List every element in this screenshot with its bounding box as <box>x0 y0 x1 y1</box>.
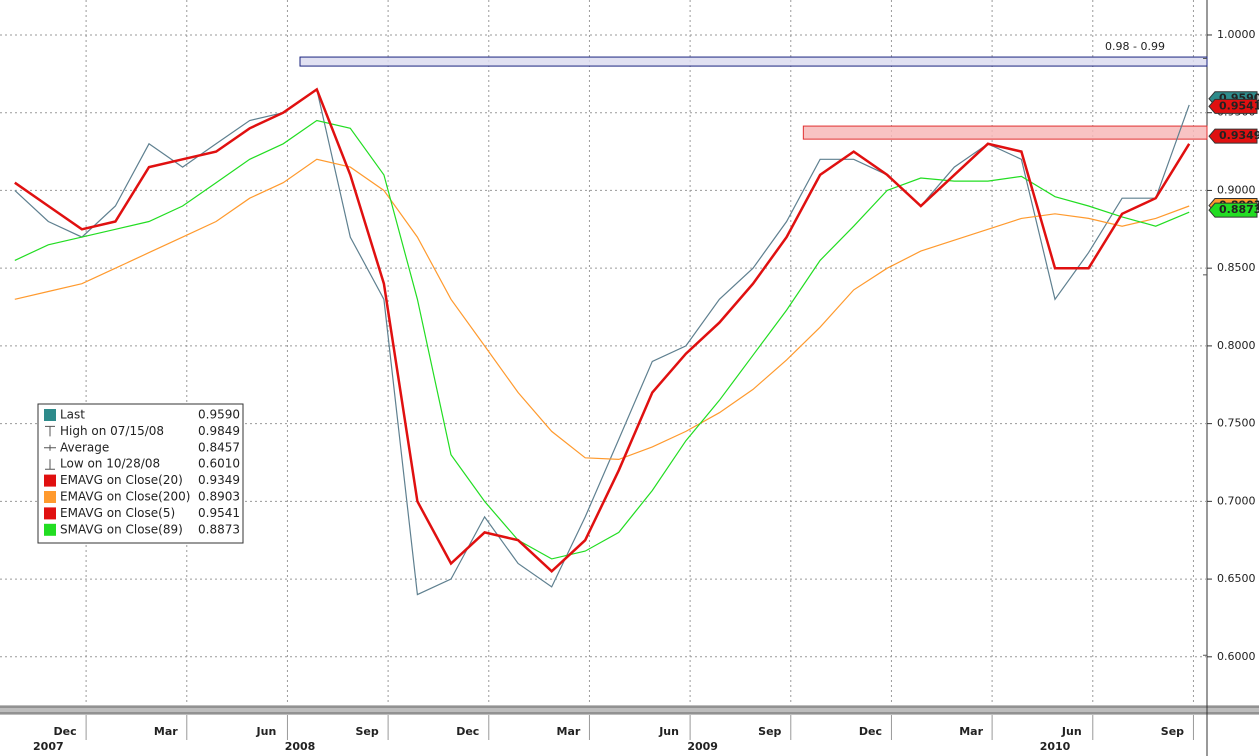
year-label: 2010 <box>1040 740 1071 753</box>
year-label: 2008 <box>285 740 316 753</box>
y-tick-label: 0.6000 <box>1217 650 1256 663</box>
x-tick-label: Jun <box>1061 725 1082 738</box>
legend-swatch <box>44 491 56 503</box>
legend-name: Average <box>60 440 109 454</box>
band-label: 0.98 - 0.99 <box>1105 40 1165 53</box>
legend-name: EMAVG on Close(200) <box>60 490 190 504</box>
legend-swatch <box>44 507 56 520</box>
year-label: 2009 <box>687 740 718 753</box>
series-line <box>14 87 1191 574</box>
y-tick-label: 0.6500 <box>1217 572 1256 585</box>
series-line <box>14 158 1190 461</box>
axis-strip <box>0 705 1259 715</box>
price-tag <box>1208 128 1258 144</box>
legend-swatch <box>44 474 56 487</box>
price-tag-label: 0.9349 <box>1219 129 1259 142</box>
legend-value: 0.9349 <box>198 473 240 487</box>
legend-box <box>37 403 244 544</box>
x-tick-label: Dec <box>456 725 479 738</box>
band <box>299 56 1208 67</box>
legend-name: Low on 10/28/08 <box>60 457 160 471</box>
x-tick-label: Sep <box>355 725 378 738</box>
x-tick-label: Dec <box>859 725 882 738</box>
y-tick-label: 0.7500 <box>1217 417 1256 430</box>
legend-value: 0.9541 <box>198 506 240 520</box>
legend-swatch <box>44 409 56 421</box>
x-tick-label: Jun <box>658 725 679 738</box>
x-tick-label: Sep <box>1161 725 1184 738</box>
legend-value: 0.9590 <box>198 408 240 422</box>
legend-name: Last <box>60 408 85 422</box>
legend-name: EMAVG on Close(5) <box>60 506 175 520</box>
legend-icon <box>45 425 55 437</box>
legend-value: 0.6010 <box>198 457 240 471</box>
series-line <box>14 119 1190 560</box>
x-tick-label: Mar <box>959 725 983 738</box>
price-tag-label: 0.9541 <box>1219 99 1259 112</box>
legend-value: 0.8903 <box>198 490 240 504</box>
legend-value: 0.9849 <box>198 424 240 438</box>
legend-value: 0.8873 <box>198 522 240 536</box>
y-tick-label: 1.0000 <box>1217 28 1256 41</box>
legend-icon <box>44 444 56 451</box>
y-tick-label: 0.7000 <box>1217 494 1256 507</box>
x-tick-label: Dec <box>54 725 77 738</box>
legend-swatch <box>44 523 56 536</box>
x-tick-label: Mar <box>154 725 178 738</box>
x-tick-label: Sep <box>758 725 781 738</box>
x-tick-label: Mar <box>557 725 581 738</box>
price-tag <box>1208 202 1258 218</box>
y-tick-label: 0.9000 <box>1217 183 1256 196</box>
band <box>802 125 1208 140</box>
price-tag <box>1208 98 1258 114</box>
x-tick-label: Jun <box>256 725 277 738</box>
legend-name: SMAVG on Close(89) <box>60 522 183 536</box>
legend: Last 0.9590 High on 07/15/08 0.9849 Average 0… <box>37 403 244 544</box>
legend-value: 0.8457 <box>198 440 240 454</box>
year-label: 2007 <box>33 740 64 753</box>
price-tag-label: 0.8873 <box>1219 203 1259 216</box>
legend-name: High on 07/15/08 <box>60 424 164 438</box>
legend-icon <box>45 459 55 470</box>
y-tick-label: 0.8000 <box>1217 339 1256 352</box>
y-tick-label: 0.8500 <box>1217 261 1256 274</box>
legend-name: EMAVG on Close(20) <box>60 473 183 487</box>
